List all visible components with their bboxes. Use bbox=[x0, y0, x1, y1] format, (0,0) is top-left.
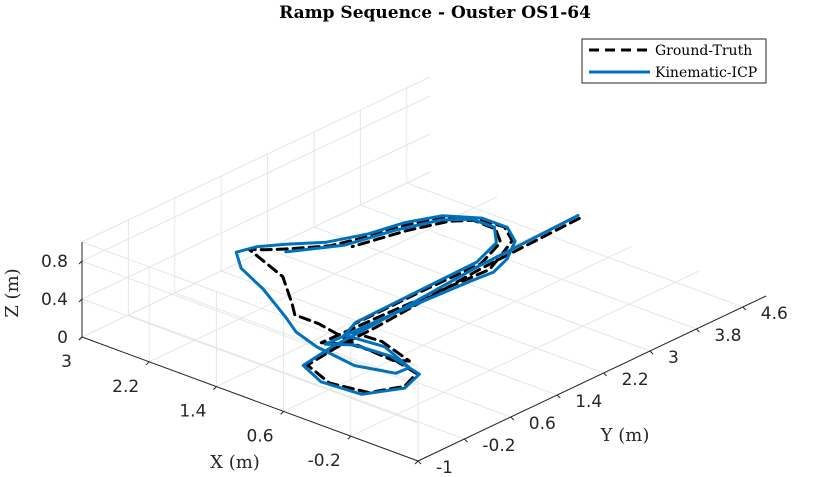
z-tick-1-mark bbox=[78, 298, 83, 303]
legend-box bbox=[581, 38, 767, 84]
z-tick-0-mark bbox=[78, 336, 83, 341]
legend-ground-truth-label: Ground-Truth bbox=[655, 43, 752, 59]
x-tick-0: 3 bbox=[61, 352, 72, 372]
z-tick-0: 0 bbox=[57, 328, 68, 348]
x-axis-label: X (m) bbox=[210, 452, 260, 473]
grid-floor-y-2 bbox=[174, 292, 511, 418]
grid-floor-x-4 bbox=[350, 270, 700, 437]
y-tick-0-mark bbox=[417, 460, 422, 465]
y-tick-0: -1 bbox=[436, 458, 453, 477]
y-tick-4: 2.2 bbox=[622, 370, 649, 390]
x-tick-4: -0.2 bbox=[308, 451, 341, 471]
y-tick-2-mark bbox=[510, 416, 515, 421]
x-tick-1: 2.2 bbox=[112, 377, 139, 397]
series-layer bbox=[234, 214, 581, 396]
grid-floor-y-7 bbox=[406, 182, 743, 308]
grid-floor-y-1 bbox=[128, 314, 465, 440]
grid-floor-y-5 bbox=[313, 226, 651, 352]
x-axis-line bbox=[81, 336, 419, 462]
x-tick-3-mark bbox=[280, 411, 284, 415]
y-axis-line bbox=[417, 295, 767, 462]
x-tick-3: 0.6 bbox=[247, 426, 274, 446]
x-tick-4-mark bbox=[347, 435, 352, 440]
y-tick-7-mark bbox=[742, 306, 747, 311]
z-tick-2: 0.8 bbox=[41, 252, 68, 272]
grid-side-z-1 bbox=[81, 298, 419, 424]
grid-floor-x-3 bbox=[283, 245, 632, 412]
grid-back-z-2 bbox=[81, 95, 431, 262]
y-tick-3: 1.4 bbox=[575, 392, 602, 412]
series-kinematic-icp-line bbox=[234, 214, 580, 396]
grid-back-z-3 bbox=[81, 76, 431, 243]
x-tick-2: 1.4 bbox=[179, 402, 206, 422]
y-tick-6-mark bbox=[696, 328, 700, 333]
grid-floor-y-3 bbox=[221, 270, 558, 396]
y-tick-3-mark bbox=[556, 394, 561, 399]
x-tick-1-mark bbox=[145, 361, 150, 366]
y-tick-1-mark bbox=[464, 438, 468, 443]
y-tick-5-mark bbox=[649, 350, 654, 355]
z-axis-label: Z (m) bbox=[2, 268, 23, 317]
x-tick-2-mark bbox=[213, 386, 217, 390]
grid-side-z-3 bbox=[81, 241, 419, 367]
y-tick-5: 3 bbox=[668, 348, 679, 368]
y-axis-label: Y (m) bbox=[600, 425, 650, 446]
x-tick-5-mark bbox=[414, 460, 419, 465]
grid-floor-y-4 bbox=[267, 248, 604, 374]
grid-back-z-1 bbox=[81, 133, 431, 300]
y-tick-1: -0.2 bbox=[482, 436, 515, 456]
tick-labels: 32.21.40.6-0.2-1-1-0.20.61.42.233.84.600… bbox=[41, 252, 788, 477]
y-tick-2: 0.6 bbox=[529, 414, 556, 434]
z-tick-1: 0.4 bbox=[41, 290, 68, 310]
grid-side-z-2 bbox=[81, 260, 419, 386]
z-tick-2-mark bbox=[78, 260, 83, 265]
chart-title: Ramp Sequence - Ouster OS1-64 bbox=[279, 3, 591, 23]
legend: Ground-Truth Kinematic-ICP bbox=[581, 38, 767, 84]
y-tick-6: 3.8 bbox=[714, 326, 741, 346]
y-tick-7: 4.6 bbox=[761, 304, 788, 324]
legend-kinematic-icp-label: Kinematic-ICP bbox=[655, 65, 757, 81]
axes bbox=[81, 242, 767, 462]
y-tick-4-mark bbox=[603, 372, 607, 377]
